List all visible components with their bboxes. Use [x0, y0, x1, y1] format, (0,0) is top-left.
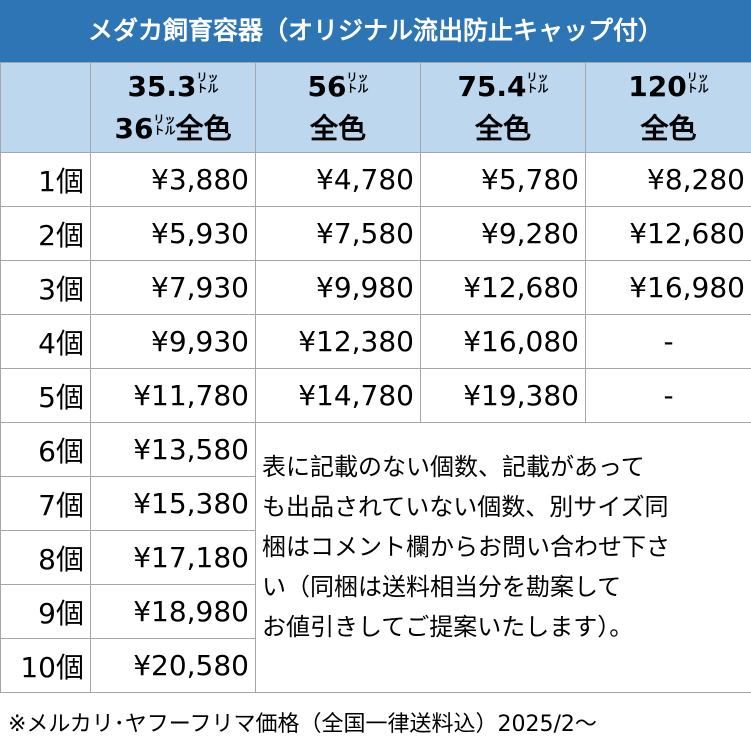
price-cell: ¥19,380	[420, 368, 586, 423]
header-cell: 120 リッ トル 全色	[585, 62, 751, 153]
footer: ※メルカリ･ヤフーフリマ価格（全国一律送料込）2025/2～	[8, 712, 597, 737]
unit-part: トル	[686, 81, 709, 95]
row: 9個 ¥18,980	[0, 584, 751, 639]
header-row: 35.3 リッ トル 36 リッ トル 全色 56 リッ トル 全色 75.4 リッ トル 全色 120 リット…	[0, 62, 751, 153]
price-cell: ¥5,930	[90, 206, 256, 261]
quantity-cell: 2個	[0, 206, 91, 261]
quantity-cell: 5個	[0, 368, 91, 423]
price-cell: -	[585, 314, 751, 369]
size: 120	[628, 69, 687, 103]
row: 1個 ¥3,880 ¥4,780 ¥5,780 ¥8,280	[0, 152, 751, 207]
unit: リッ トル	[687, 72, 709, 94]
quantity-cell: 7個	[0, 476, 91, 531]
price-cell: ¥18,980	[90, 584, 256, 639]
color-label: 全色	[474, 111, 531, 145]
header-line: 120 リッ トル	[587, 66, 751, 108]
note-line: い（同梱は送料相当分を勘案して	[262, 573, 622, 601]
quantity-cell: 10個	[0, 638, 91, 693]
price-cell: ¥8,280	[585, 152, 751, 207]
row: 6個 ¥13,580 表に記載のない個数、記載があって も出品されていない個数、別サイ…	[0, 422, 751, 693]
note-cell: 表に記載のない個数、記載があって も出品されていない個数、別サイズ同 梱はコメント欄…	[255, 422, 751, 693]
header-cell: 75.4 リッ トル 全色	[420, 62, 586, 153]
color-label: 全色	[175, 111, 232, 145]
note-line: 表に記載のない個数、記載があって	[262, 453, 645, 481]
price-cell: ¥14,780	[255, 368, 421, 423]
quantity-cell: 3個	[0, 260, 91, 315]
price-cell: -	[585, 368, 751, 423]
price-cell: ¥13,580	[90, 422, 256, 477]
header-line: 全色	[587, 108, 751, 150]
unit: リッ トル	[197, 72, 219, 94]
price-cell: ¥15,380	[90, 476, 256, 531]
title: メダカ飼育容器（オリジナル流出防止キャップ付）	[0, 0, 751, 62]
note-line: お値引きしてご提案いたします）。	[262, 613, 634, 641]
price-cell: ¥9,280	[420, 206, 586, 261]
header-cell	[0, 62, 91, 153]
size: 56	[307, 69, 347, 103]
color-label: 全色	[640, 111, 697, 145]
price-cell: ¥17,180	[90, 530, 256, 585]
unit: リッ トル	[346, 72, 368, 94]
price-cell: ¥4,780	[255, 152, 421, 207]
unit: リッ トル	[153, 114, 175, 136]
row: 7個 ¥15,380	[0, 476, 751, 531]
price-table: 35.3 リッ トル 36 リッ トル 全色 56 リッ トル 全色 75.4 リッ トル 全色 120 リット…	[0, 62, 751, 693]
quantity-cell: 9個	[0, 584, 91, 639]
header-line: 35.3 リッ トル	[92, 66, 255, 108]
row: 2個 ¥5,930 ¥7,580 ¥9,280 ¥12,680	[0, 206, 751, 261]
quantity-cell: 6個	[0, 422, 91, 477]
price-cell: ¥3,880	[90, 152, 256, 207]
header-line: 全色	[422, 108, 585, 150]
header-line: 56 リッ トル	[257, 66, 420, 108]
header-line: 36 リッ トル 全色	[92, 108, 255, 150]
price-cell: ¥7,930	[90, 260, 256, 315]
size: 35.3	[127, 69, 197, 103]
header-cell: 56 リッ トル 全色	[255, 62, 421, 153]
unit-part: リッ	[686, 70, 709, 84]
price-cell: ¥11,780	[90, 368, 256, 423]
header-line: 75.4 リッ トル	[422, 66, 585, 108]
unit: リッ トル	[527, 72, 549, 94]
price-cell: ¥12,680	[420, 260, 586, 315]
row: 10個 ¥20,580	[0, 638, 751, 693]
price-cell: ¥20,580	[90, 638, 256, 693]
price-cell: ¥7,580	[255, 206, 421, 261]
note-line: 梱はコメント欄からお問い合わせ下さ	[262, 533, 670, 561]
row: 4個 ¥9,930 ¥12,380 ¥16,080-	[0, 314, 751, 369]
row: 5個 ¥11,780 ¥14,780 ¥19,380-	[0, 368, 751, 423]
unit-part: リッ	[196, 70, 219, 84]
quantity-cell: 8個	[0, 530, 91, 585]
unit-part: トル	[526, 81, 549, 95]
header-line: 全色	[257, 108, 420, 150]
size: 36	[114, 111, 154, 145]
price-cell: ¥9,980	[255, 260, 421, 315]
price-cell: ¥12,380	[255, 314, 421, 369]
unit-part: トル	[153, 123, 176, 137]
price-cell: ¥12,680	[585, 206, 751, 261]
note-line: も出品されていない個数、別サイズ同	[262, 493, 669, 521]
unit-part: リッ	[153, 112, 176, 126]
price-cell: ¥5,780	[420, 152, 586, 207]
color-label: 全色	[309, 111, 366, 145]
unit-part: リッ	[346, 70, 369, 84]
unit-part: リッ	[526, 70, 549, 84]
size: 75.4	[457, 69, 527, 103]
row: 3個 ¥7,930 ¥9,980 ¥12,680 ¥16,980	[0, 260, 751, 315]
quantity-cell: 1個	[0, 152, 91, 207]
price-cell: ¥16,080	[420, 314, 586, 369]
unit-part: トル	[346, 81, 369, 95]
header-cell: 35.3 リッ トル 36 リッ トル 全色	[90, 62, 256, 153]
price-cell: ¥16,980	[585, 260, 751, 315]
unit-part: トル	[196, 81, 219, 95]
quantity-cell: 4個	[0, 314, 91, 369]
price-cell: ¥9,930	[90, 314, 256, 369]
